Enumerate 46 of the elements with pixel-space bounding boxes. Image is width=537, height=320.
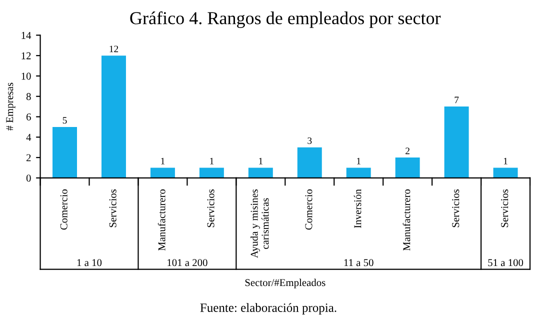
bar bbox=[101, 56, 126, 178]
data-label: 7 bbox=[454, 96, 459, 104]
data-label: 3 bbox=[308, 137, 312, 144]
bar bbox=[248, 168, 273, 178]
data-label: 1 bbox=[357, 158, 360, 164]
chart-title: Gráfico 4. Rangos de empleados por sector bbox=[130, 11, 441, 28]
y-tick-label: 4 bbox=[26, 134, 32, 141]
text: 101 a 200 bbox=[168, 259, 208, 266]
x-axis-title: Sector/#Empleados bbox=[245, 278, 326, 288]
source-note: Fuente: elaboración propia. bbox=[200, 303, 336, 314]
bar bbox=[493, 168, 518, 178]
bar bbox=[346, 168, 371, 178]
text: 11 a 50 bbox=[344, 259, 374, 266]
text: 1 a 10 bbox=[77, 259, 102, 266]
x-tick-label: Manufacturero bbox=[158, 189, 166, 251]
x-tick-label: Servicios bbox=[109, 189, 116, 228]
y-tick-label: 2 bbox=[26, 154, 31, 162]
y-tick-label: 14 bbox=[22, 32, 32, 39]
x-tick-label: Inversión bbox=[354, 189, 362, 228]
x-tick-label: Ayuda y misines carismáticas bbox=[250, 189, 269, 258]
data-label: 1 bbox=[259, 158, 263, 164]
x-tick-label: Servicios bbox=[452, 189, 460, 228]
bar bbox=[199, 168, 224, 178]
x-tick-label: Comercio bbox=[305, 189, 312, 230]
y-axis-title: # Empresas bbox=[6, 82, 16, 131]
data-label: 5 bbox=[62, 117, 67, 124]
x-tick-label: Comercio bbox=[60, 189, 68, 230]
y-tick-label: 8 bbox=[26, 93, 31, 100]
data-label: 12 bbox=[110, 46, 118, 52]
data-label: 1 bbox=[504, 158, 508, 164]
y-tick-label: 12 bbox=[22, 52, 31, 60]
data-label: 1 bbox=[161, 158, 165, 164]
data-label: 2 bbox=[406, 148, 410, 154]
text: 51 a 100 bbox=[488, 259, 524, 266]
bar bbox=[444, 106, 469, 178]
bar bbox=[150, 168, 175, 178]
y-tick-label: 0 bbox=[26, 174, 31, 182]
bar bbox=[395, 158, 420, 178]
y-tick-label: 10 bbox=[22, 72, 31, 80]
x-tick-label: Manufacturero bbox=[402, 189, 410, 251]
x-tick-label: Servicios bbox=[501, 189, 508, 228]
y-tick-label: 6 bbox=[26, 113, 31, 120]
data-label: 1 bbox=[210, 158, 214, 164]
bar bbox=[297, 147, 322, 178]
bar bbox=[52, 126, 78, 178]
x-tick-label: Servicios bbox=[207, 189, 214, 228]
